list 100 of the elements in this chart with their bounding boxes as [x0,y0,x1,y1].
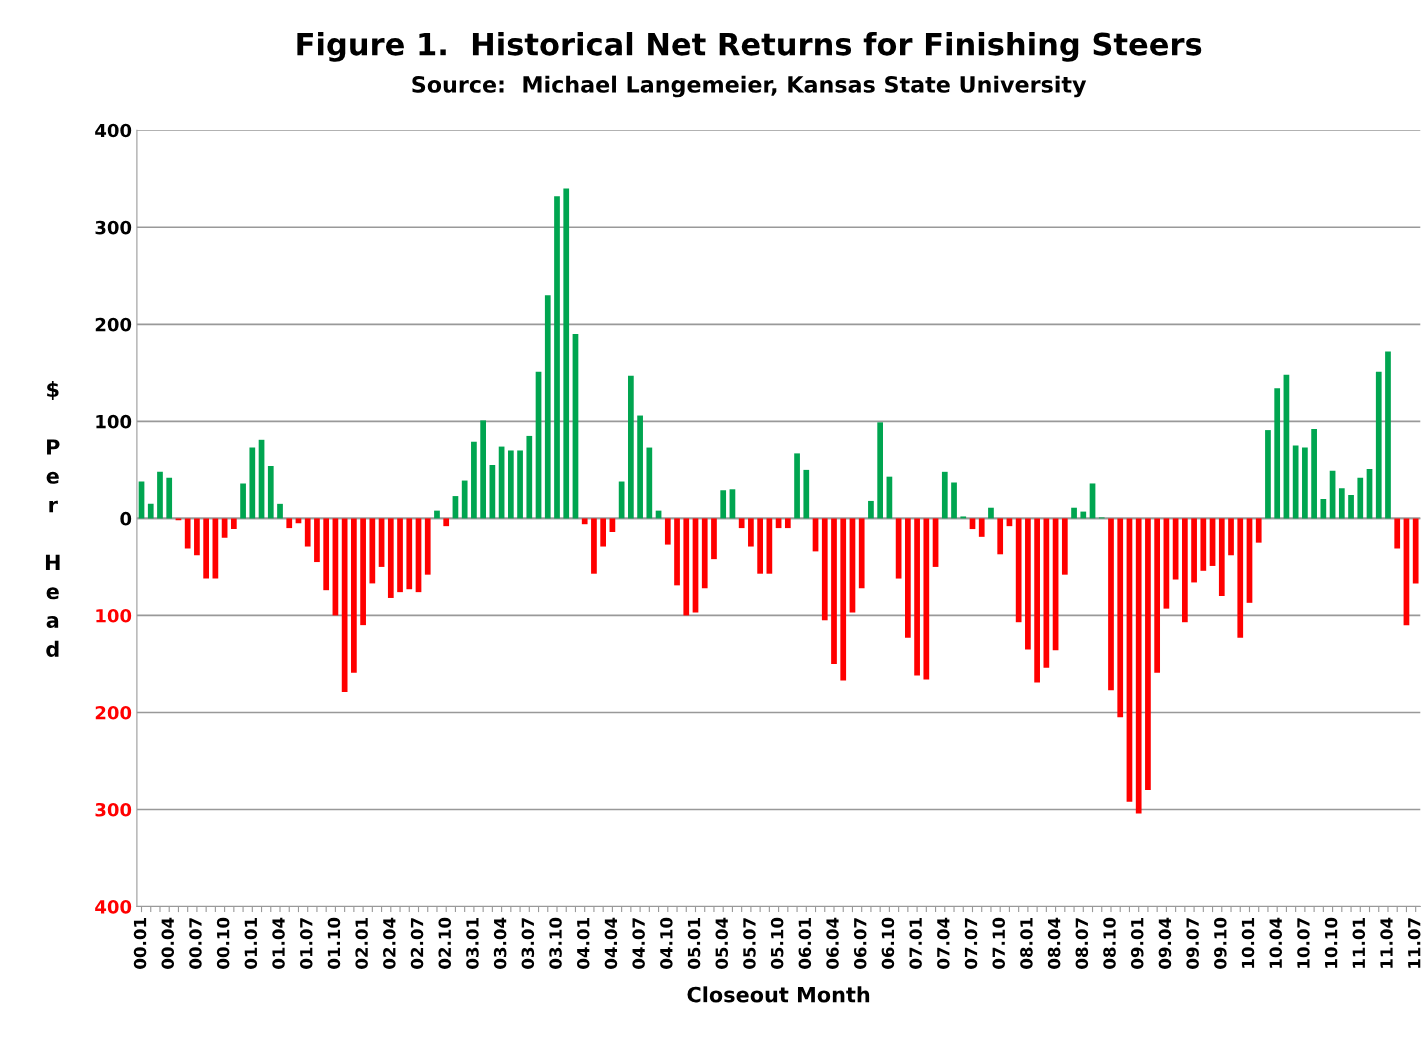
bar [249,447,256,519]
x-tick-label: 05.07 [743,918,756,969]
bar [1320,498,1327,519]
x-tick-label: 06.04 [826,917,839,969]
bar [683,518,690,616]
x-tick-label: 02.04 [383,917,396,969]
bar [1292,445,1299,519]
x-tick-label: 07.10 [992,917,1006,969]
bar [166,477,173,519]
bar [1191,518,1197,583]
bar [1412,518,1419,584]
bar [544,295,551,519]
bar [230,518,237,530]
bar [1375,371,1382,519]
bar [1385,351,1391,519]
bar [738,518,745,529]
bar [840,518,847,681]
bar [1034,518,1040,683]
bar [951,482,957,519]
x-tick-label: 04.07 [632,918,645,969]
bar [858,518,865,589]
x-tick-label: 04.04 [604,917,618,969]
bar [147,503,154,519]
text: $ Per Head [45,381,60,657]
bar [720,490,727,519]
bar [351,518,357,673]
bar [1311,429,1317,519]
bar [868,500,874,519]
x-tick-label: 08.10 [1103,917,1116,969]
bar [267,466,274,519]
bar [1015,518,1022,623]
x-tick-label: 08.04 [1047,917,1061,969]
bar [397,518,403,593]
bar [471,441,477,519]
bar [609,518,616,532]
bar [748,518,754,547]
x-tick-label: 06.07 [853,918,867,969]
x-tick-label: 09.10 [1214,917,1227,969]
bar [1274,388,1281,519]
bar [941,471,948,519]
x-tick-label: 00.10 [216,917,230,969]
x-tick-label: 08.07 [1075,918,1089,969]
bar [507,450,514,519]
bar [526,435,533,519]
x-tick-label: 09.04 [1158,917,1172,969]
bar [1145,518,1151,791]
bar [803,469,810,519]
bar [1117,518,1124,718]
bar [1006,518,1013,527]
x-tick-label: 10.07 [1297,918,1310,968]
x-tick-label: 07.01 [909,918,922,969]
y-tick-label: 300 [95,220,132,235]
x-tick-label: 08.01 [1020,918,1033,969]
x-tick-label: 07.07 [964,918,978,969]
bar [1181,518,1188,623]
bar [480,420,486,519]
y-tick-label: 200 [95,705,132,720]
x-tick-label: 03.01 [466,918,479,969]
bar [1265,430,1271,519]
x-tick-label: 02.07 [410,918,424,969]
x-tick-label: 00.04 [161,917,175,969]
x-tick-label: 10.04 [1269,917,1283,968]
bar [314,518,320,563]
bar [1228,518,1234,556]
x-tick-label: 00.01 [133,918,147,969]
bar [628,375,634,519]
bar [406,518,413,590]
y-tick-label: 100 [96,608,132,623]
bar [784,518,791,529]
bar [757,518,763,574]
bar [461,480,468,519]
y-tick-label: 100 [96,414,132,429]
x-tick-label: 10.01 [1241,918,1255,968]
x-axis-title: Closeout Month [687,986,870,1003]
bar [1154,518,1161,673]
bar [997,518,1004,555]
bar [1357,477,1364,519]
bar [157,471,163,519]
bar [905,518,911,638]
x-tick-label: 01.01 [244,918,258,969]
x-tick-label: 09.01 [1130,918,1144,969]
bar [443,518,450,527]
bar [360,518,366,626]
bar [323,518,330,591]
x-tick-label: 06.01 [798,918,812,969]
y-tick-label: 200 [95,317,132,332]
bar [424,518,431,575]
bar [711,518,717,560]
bar [969,518,976,530]
bar [1237,518,1244,638]
x-tick-label: 11.07 [1407,918,1421,968]
bar [1302,447,1308,519]
bar [1080,511,1087,519]
bar [1338,488,1345,519]
bar [591,518,597,574]
bar [554,196,560,519]
x-tick-label: 02.01 [355,918,368,969]
x-tick-label: 11.04 [1380,917,1393,968]
bar [1394,518,1401,549]
x-tick-label: 01.10 [327,917,341,969]
